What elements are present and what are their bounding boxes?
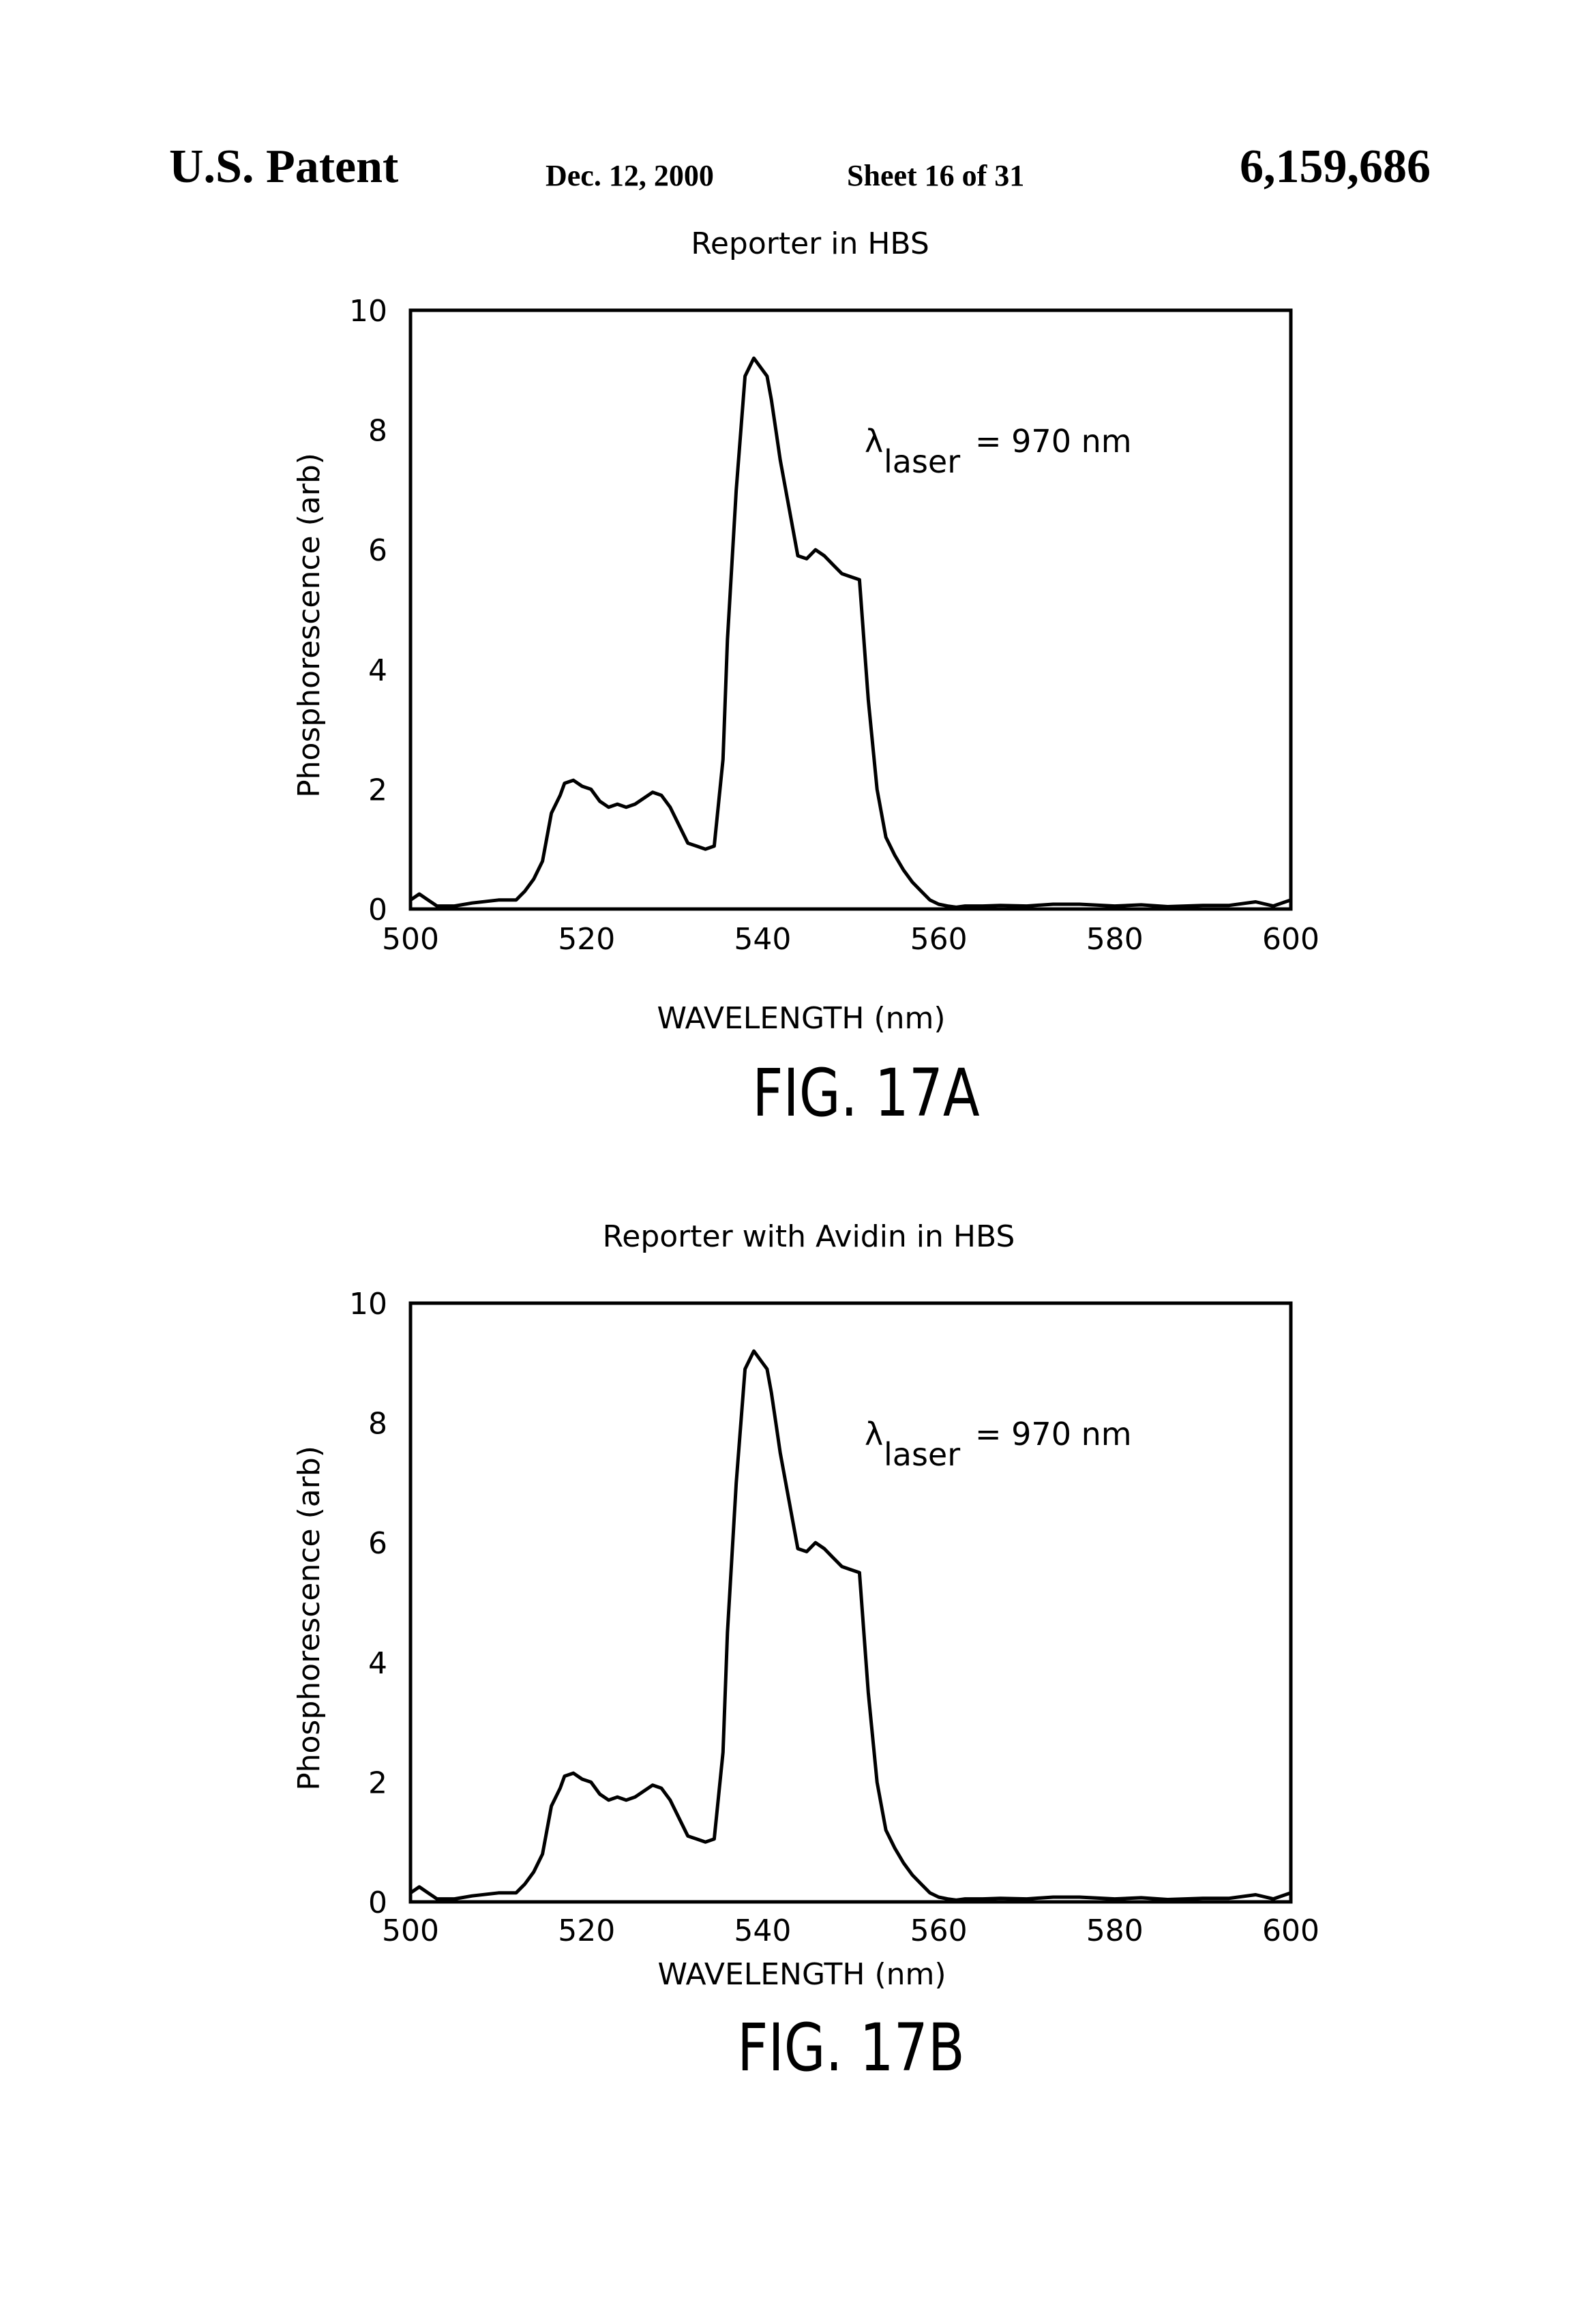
y-tick-label: 2 [368, 773, 387, 807]
x-tick-label: 600 [1262, 1913, 1319, 1948]
chart-title: Reporter in HBS [691, 226, 929, 261]
x-tick-label: 600 [1262, 922, 1319, 957]
lambda-subscript: laser [884, 443, 960, 480]
laser-annotation: λ laser = 970 nm [865, 1416, 1132, 1473]
x-tick-label: 500 [382, 1913, 439, 1948]
chart-title: Reporter with Avidin in HBS [603, 1219, 1015, 1254]
x-tick-label: 560 [910, 1913, 968, 1948]
y-tick-label: 10 [349, 1287, 387, 1322]
chart-fig-17a: Reporter in HBS 0246810 5005205405605806… [0, 0, 1582, 1091]
figure-label: FIG. 17B [737, 2010, 965, 2086]
chart-fig-17b: Reporter with Avidin in HBS 0246810 5005… [0, 993, 1582, 2084]
lambda-symbol: λ [865, 1416, 883, 1452]
y-tick-label: 4 [368, 1646, 387, 1681]
y-tick-label: 8 [368, 414, 387, 449]
laser-annotation: λ laser = 970 nm [865, 423, 1132, 480]
y-tick-label: 10 [349, 294, 387, 329]
x-tick-label: 580 [1086, 1913, 1144, 1948]
y-tick-label: 4 [368, 653, 387, 688]
x-tick-label: 520 [558, 1913, 615, 1948]
x-axis-label: WAVELENGTH (nm) [657, 1957, 946, 1992]
x-tick-label: 580 [1086, 922, 1144, 957]
lambda-symbol: λ [865, 423, 883, 460]
x-tick-label: 520 [558, 922, 615, 957]
series-line [411, 1351, 1291, 1900]
y-tick-label: 8 [368, 1407, 387, 1442]
y-axis-label: Phosphorescence (arb) [292, 453, 327, 798]
y-axis-label: Phosphorescence (arb) [292, 1446, 327, 1791]
y-tick-label: 6 [368, 533, 387, 568]
lambda-subscript: laser [884, 1436, 960, 1473]
x-tick-label: 540 [734, 922, 791, 957]
series-line [411, 358, 1291, 907]
plot-frame [411, 310, 1291, 909]
x-tick-label: 560 [910, 922, 968, 957]
lambda-value: = 970 nm [975, 423, 1132, 460]
x-tick-label: 540 [734, 1913, 791, 1948]
x-tick-label: 500 [382, 922, 439, 957]
lambda-value: = 970 nm [975, 1416, 1132, 1452]
plot-frame [411, 1303, 1291, 1902]
y-tick-label: 6 [368, 1526, 387, 1561]
y-tick-label: 2 [368, 1766, 387, 1800]
